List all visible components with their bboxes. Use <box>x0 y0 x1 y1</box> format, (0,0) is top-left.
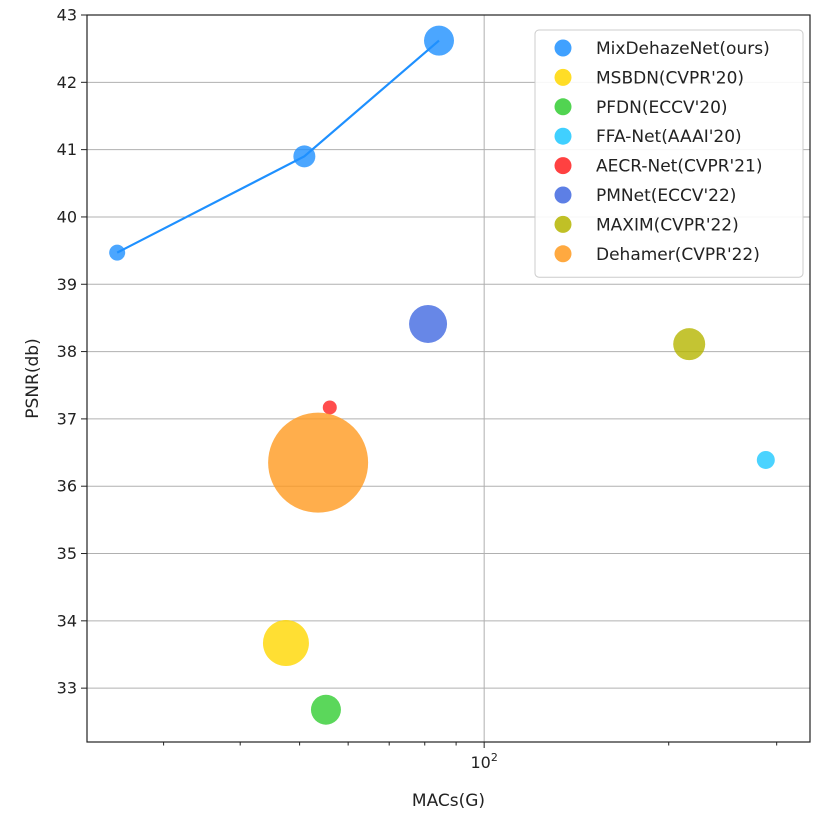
legend-marker <box>554 127 572 145</box>
series-4 <box>322 400 337 415</box>
legend-marker <box>554 245 572 263</box>
x-axis-ticks: 102 <box>163 742 778 772</box>
series-5 <box>409 304 448 343</box>
legend-label: MSBDN(CVPR'20) <box>596 68 744 88</box>
plot-frame <box>86 14 811 743</box>
y-tick-label: 39 <box>57 275 77 294</box>
legend-label: PFDN(ECCV'20) <box>596 98 728 118</box>
legend-marker <box>554 39 572 57</box>
data-point <box>310 694 341 725</box>
data-point <box>756 450 775 469</box>
y-tick-label: 41 <box>57 140 77 159</box>
legend: MixDehazeNet(ours) MSBDN(CVPR'20) PFDN(ECC… <box>534 29 804 278</box>
data-point <box>262 620 309 667</box>
y-axis-ticks: 33 34 35 36 37 38 39 40 41 42 43 <box>57 6 87 698</box>
legend-label: AECR-Net(CVPR'21) <box>596 157 762 177</box>
series-0 <box>109 25 455 261</box>
legend-marker <box>554 215 572 233</box>
data-point <box>409 304 448 343</box>
series-1 <box>262 620 309 667</box>
y-tick-label: 36 <box>57 477 77 496</box>
data-point <box>424 25 455 56</box>
x-tick-label: 102 <box>470 751 497 772</box>
data-point <box>673 328 706 361</box>
legend-label: FFA-Net(AAAI'20) <box>596 127 742 147</box>
data-point <box>109 244 126 261</box>
legend-marker <box>554 98 572 116</box>
y-tick-label: 42 <box>57 73 77 92</box>
legend-label: Dehamer(CVPR'22) <box>596 245 760 265</box>
series-7 <box>268 412 369 513</box>
data-point <box>322 400 337 415</box>
legend-marker <box>554 68 572 86</box>
y-tick-label: 43 <box>57 6 77 25</box>
y-tick-label: 40 <box>57 207 77 226</box>
y-tick-label: 35 <box>57 544 77 563</box>
x-axis-label: MACs(G) <box>412 791 485 811</box>
series-3 <box>756 450 775 469</box>
y-tick-label: 34 <box>57 611 77 630</box>
y-tick-label: 33 <box>57 679 77 698</box>
legend-marker <box>554 186 572 204</box>
series-6 <box>673 328 706 361</box>
y-tick-label: 37 <box>57 409 77 428</box>
legend-label: MAXIM(CVPR'22) <box>596 215 739 235</box>
data-series <box>109 25 775 725</box>
legend-marker <box>554 157 572 175</box>
legend-label: PMNet(ECCV'22) <box>596 186 736 206</box>
legend-box <box>534 29 804 278</box>
y-axis-label: PSNR(db) <box>23 338 43 418</box>
data-point <box>293 145 316 168</box>
y-tick-label: 38 <box>57 342 77 361</box>
series-2 <box>310 694 341 725</box>
data-point <box>268 412 369 513</box>
series-line <box>116 39 440 254</box>
legend-label: MixDehazeNet(ours) <box>596 39 770 59</box>
